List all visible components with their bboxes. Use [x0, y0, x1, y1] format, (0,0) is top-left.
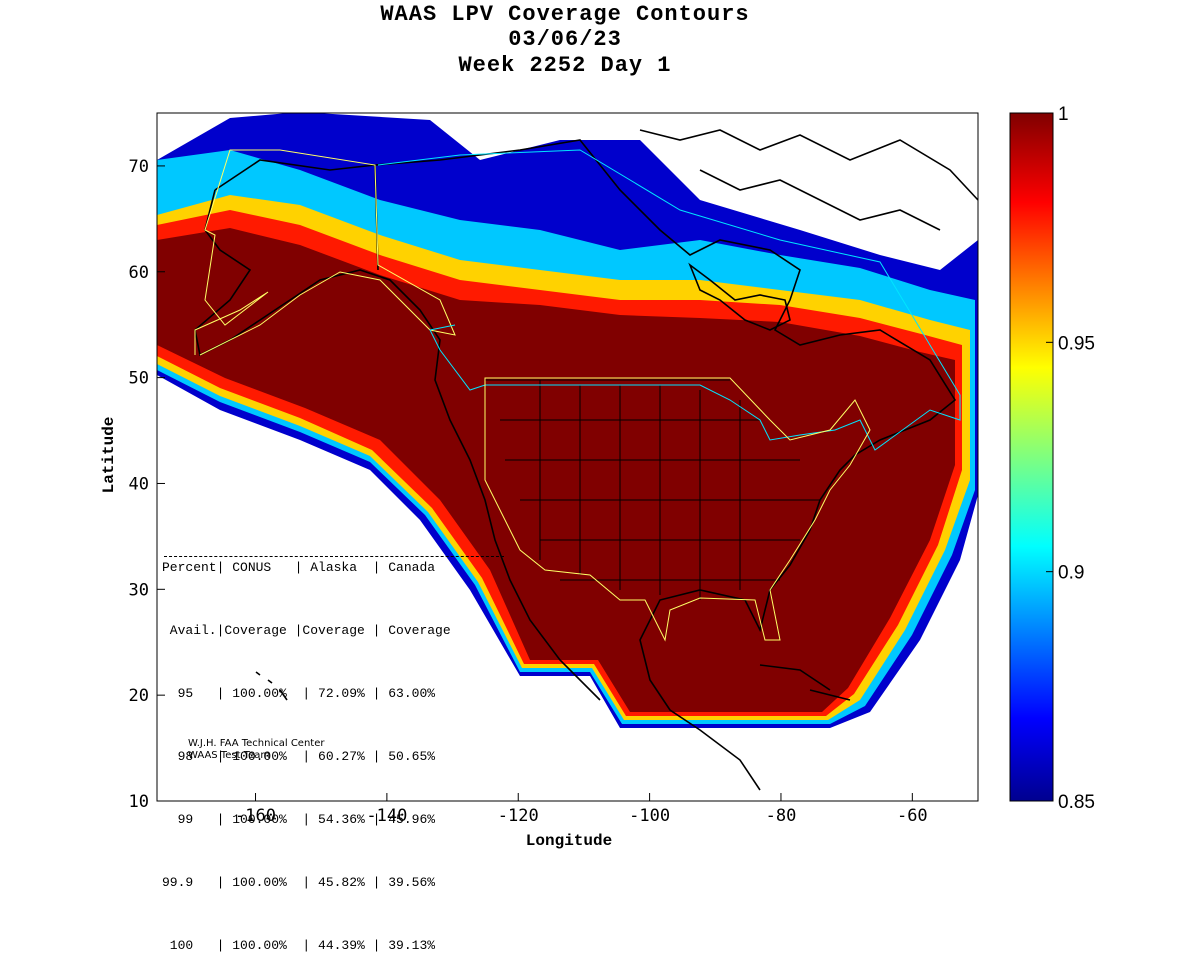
coverage-contours	[157, 113, 978, 728]
hawaii-islands	[255, 671, 288, 701]
service-area-outlines	[194, 149, 961, 642]
y-tick-label: 50	[129, 369, 149, 389]
credit-line-2: WAAS Test Team	[188, 750, 271, 761]
canada-service-outline	[377, 149, 961, 451]
colorbar-tick-label: 0.85	[1058, 792, 1095, 813]
stats-header-2: Avail.|Coverage |Coverage | Coverage	[162, 623, 451, 638]
y-axis-label: Latitude	[100, 417, 118, 494]
y-tick-label: 30	[129, 580, 149, 600]
chart-title-line-2: 03/06/23	[508, 27, 622, 52]
caribbean-islands	[759, 664, 851, 701]
chart-title-line-1: WAAS LPV Coverage Contours	[380, 2, 750, 27]
coverage-map-figure: -160 -140 -120 -100 -80 -60 10 20 30 40 50 60 70 Lo…	[100, 104, 1095, 850]
x-tick-label: -140	[366, 806, 407, 826]
x-axis-label: Longitude	[526, 832, 612, 850]
stats-row-99: 99 | 100.00% | 54.36% | 45.96%	[162, 812, 436, 827]
colorbar-tick-label: 0.9	[1058, 563, 1084, 584]
colorbar-tick-label: 1	[1058, 104, 1069, 125]
colorbar-ticks: 1 0.95 0.9 0.85	[1046, 104, 1095, 813]
credit-line-1: W.J.H. FAA Technical Center	[188, 738, 325, 749]
conus-service-outline	[484, 377, 871, 642]
colorbar	[1009, 112, 1054, 802]
x-tick-label: -120	[498, 806, 539, 826]
y-tick-label: 60	[129, 263, 149, 283]
contour-band-100	[157, 228, 955, 712]
y-tick-label: 10	[129, 792, 149, 812]
stats-row-95: 95 | 100.00% | 72.09% | 63.00%	[162, 686, 436, 701]
y-tick-label: 70	[129, 157, 149, 177]
y-tick-label: 40	[129, 474, 149, 494]
hudson-bay-coast	[688, 262, 791, 331]
x-tick-label: -100	[629, 806, 670, 826]
stats-row-98: 98 | 100.00% | 60.27% | 50.65%	[162, 749, 436, 764]
north-america-coastline	[194, 139, 957, 791]
alaska-service-outline	[194, 149, 456, 356]
stats-row-999: 99.9 | 100.00% | 45.82% | 39.56%	[162, 875, 436, 890]
y-tick-label: 20	[129, 686, 149, 706]
stats-table-rule	[164, 556, 504, 557]
x-axis-ticks: -160 -140 -120 -100 -80 -60	[235, 793, 928, 826]
y-axis-ticks: 10 20 30 40 50 60 70	[129, 157, 165, 812]
chart-title-line-3: Week 2252 Day 1	[458, 53, 672, 78]
us-state-grid	[485, 379, 820, 600]
stats-header-1: Percent| CONUS | Alaska | Canada	[162, 560, 436, 575]
x-tick-label: -60	[897, 806, 928, 826]
plot-frame	[156, 112, 979, 802]
colorbar-tick-label: 0.95	[1058, 333, 1095, 354]
x-tick-label: -160	[235, 806, 276, 826]
x-tick-label: -80	[766, 806, 797, 826]
stats-row-100: 100 | 100.00% | 44.39% | 39.13%	[162, 938, 436, 953]
arctic-islands	[639, 129, 978, 231]
